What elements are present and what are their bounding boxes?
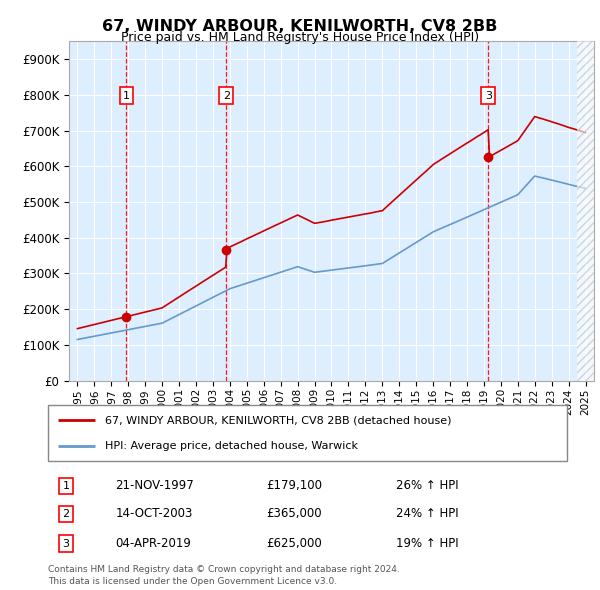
Text: 3: 3	[485, 91, 492, 100]
Text: 19% ↑ HPI: 19% ↑ HPI	[396, 537, 458, 550]
Text: 2: 2	[62, 509, 70, 519]
Text: 1: 1	[123, 91, 130, 100]
Text: 2: 2	[223, 91, 230, 100]
Text: 21-NOV-1997: 21-NOV-1997	[115, 480, 194, 493]
Text: £365,000: £365,000	[266, 507, 322, 520]
Text: 24% ↑ HPI: 24% ↑ HPI	[396, 507, 458, 520]
Text: 04-APR-2019: 04-APR-2019	[115, 537, 191, 550]
Text: This data is licensed under the Open Government Licence v3.0.: This data is licensed under the Open Gov…	[48, 577, 337, 586]
Text: 67, WINDY ARBOUR, KENILWORTH, CV8 2BB (detached house): 67, WINDY ARBOUR, KENILWORTH, CV8 2BB (d…	[105, 415, 452, 425]
Text: 3: 3	[62, 539, 70, 549]
Text: HPI: Average price, detached house, Warwick: HPI: Average price, detached house, Warw…	[105, 441, 358, 451]
Text: 1: 1	[62, 481, 70, 491]
Text: 67, WINDY ARBOUR, KENILWORTH, CV8 2BB: 67, WINDY ARBOUR, KENILWORTH, CV8 2BB	[103, 19, 497, 34]
FancyBboxPatch shape	[48, 405, 567, 461]
Text: £179,100: £179,100	[266, 480, 322, 493]
Text: £625,000: £625,000	[266, 537, 322, 550]
Text: Price paid vs. HM Land Registry's House Price Index (HPI): Price paid vs. HM Land Registry's House …	[121, 31, 479, 44]
Text: 14-OCT-2003: 14-OCT-2003	[115, 507, 193, 520]
Text: Contains HM Land Registry data © Crown copyright and database right 2024.: Contains HM Land Registry data © Crown c…	[48, 565, 400, 574]
Text: 26% ↑ HPI: 26% ↑ HPI	[396, 480, 458, 493]
